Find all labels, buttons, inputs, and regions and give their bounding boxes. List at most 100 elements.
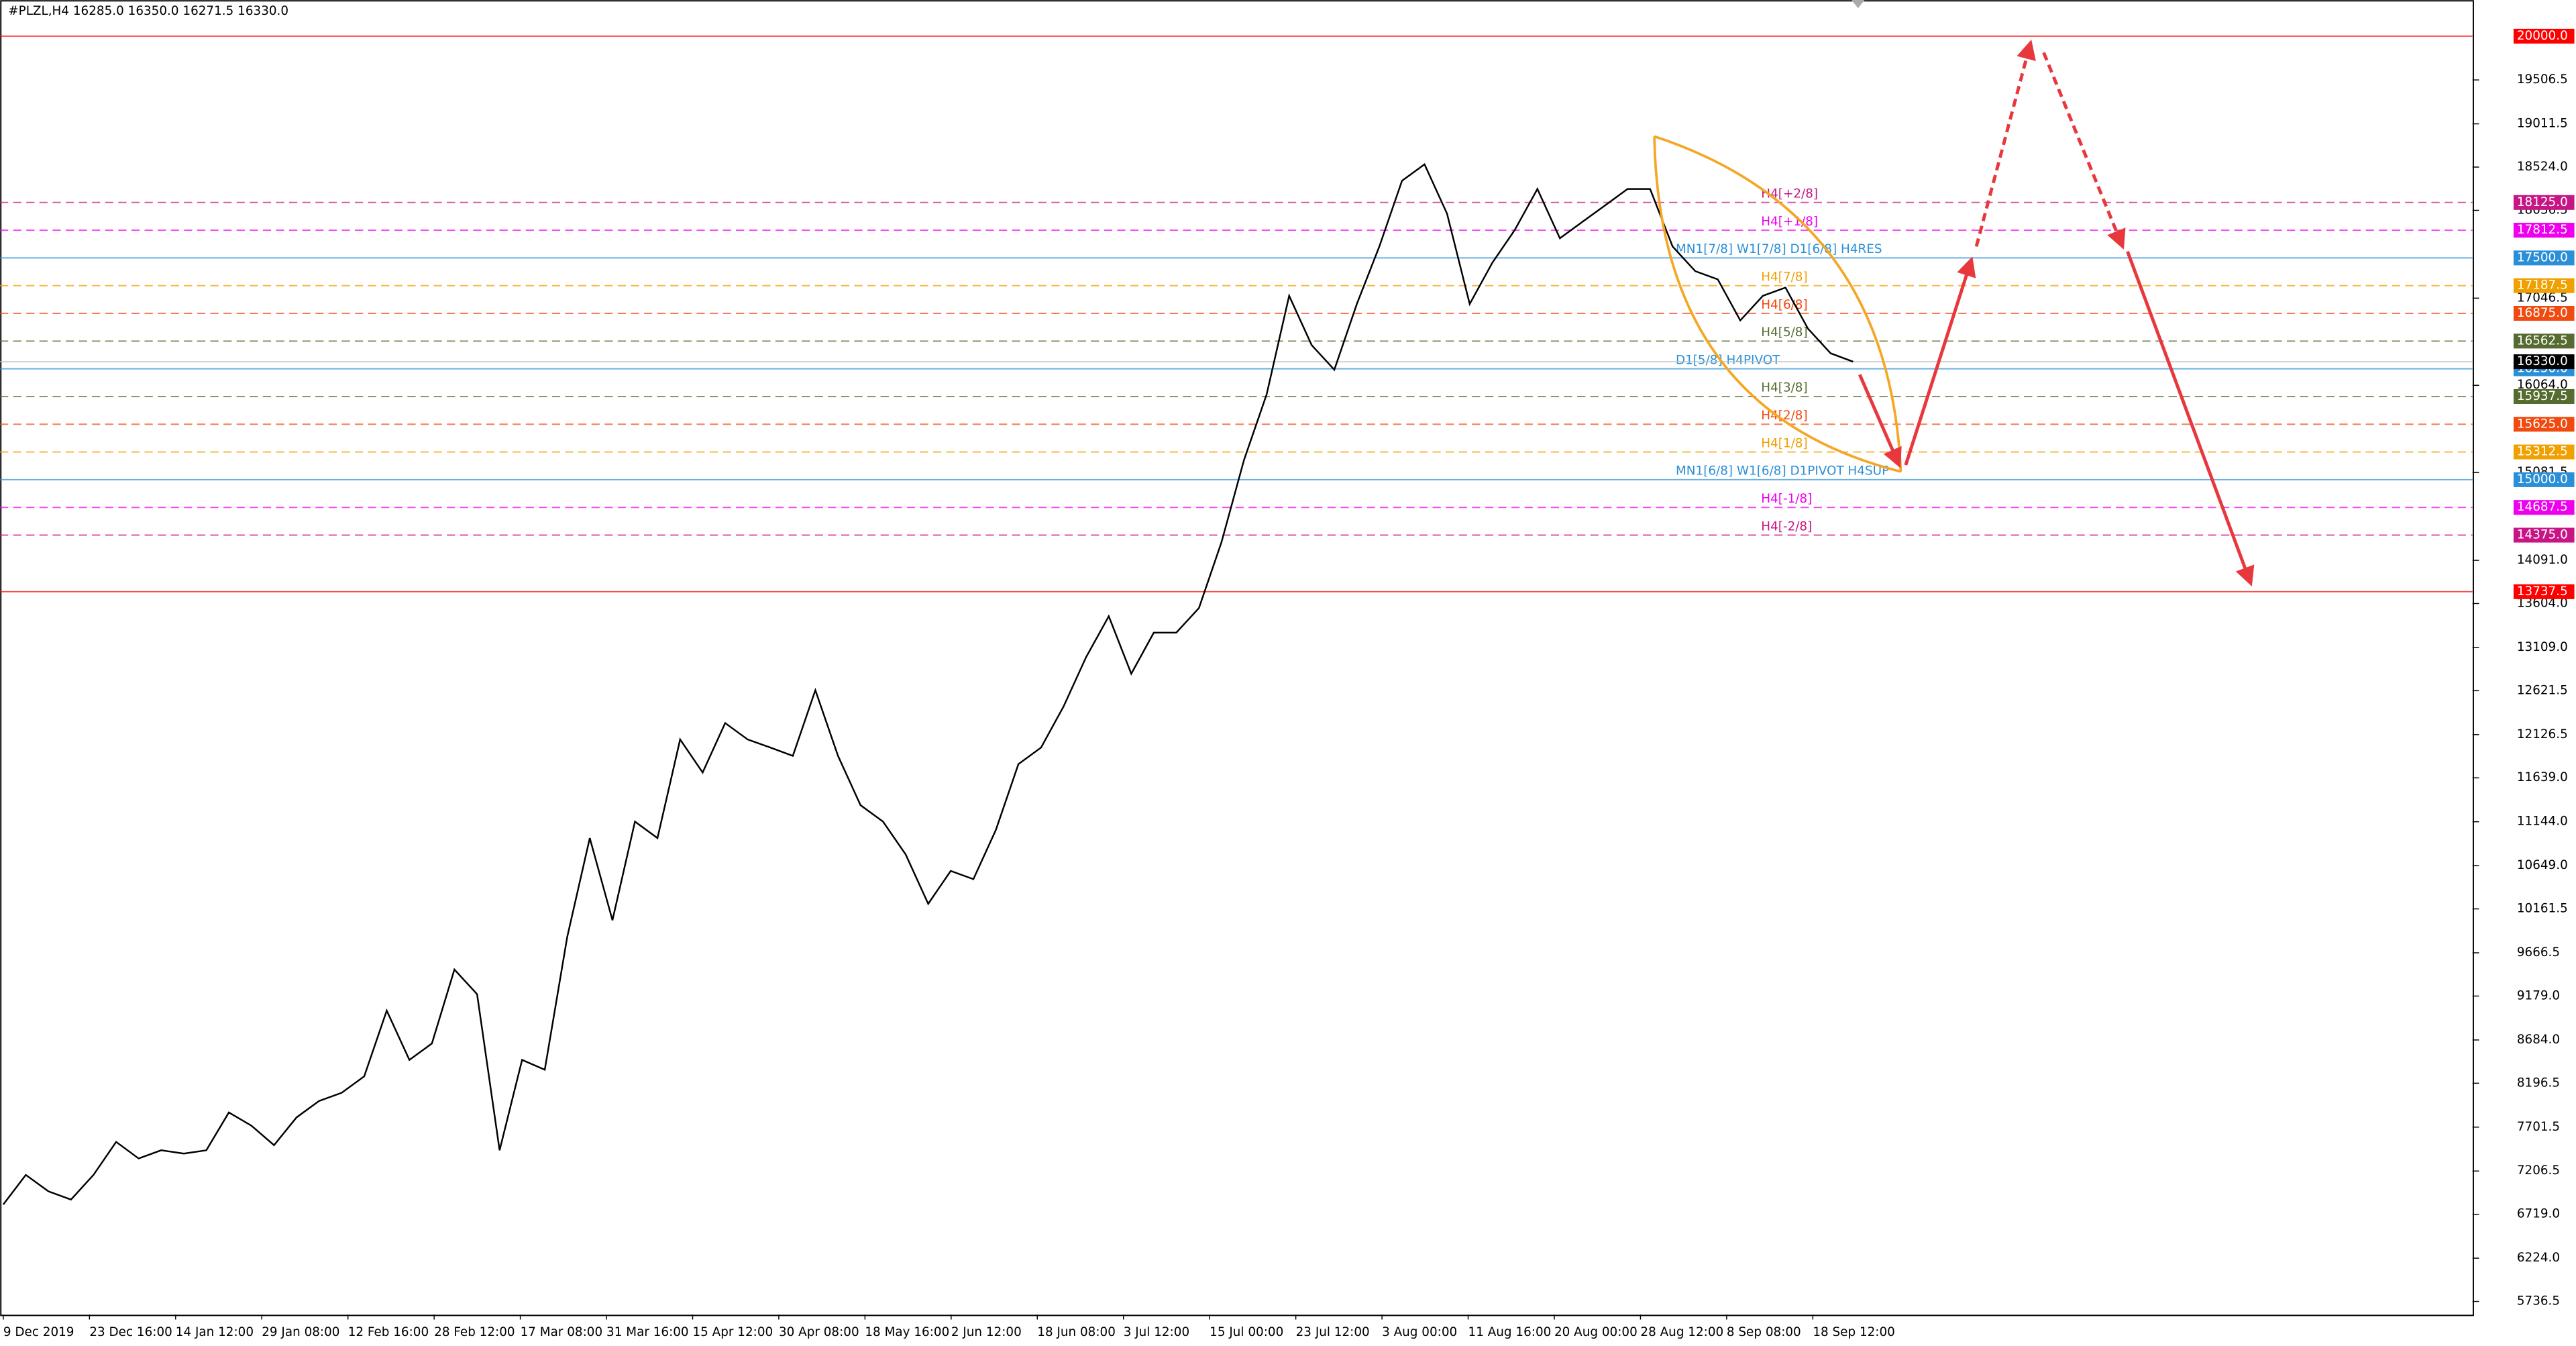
level-price-label: 14375.0 (2517, 528, 2568, 542)
level-name: H4[-1/8] (1761, 492, 1812, 506)
level-name: H4[1/8] (1761, 436, 1807, 450)
level-price-label: 16875.0 (2517, 306, 2568, 320)
x-tick-label: 18 May 16:00 (865, 1325, 949, 1339)
projection-arrow (2042, 52, 2126, 250)
level-price-box (2513, 195, 2575, 210)
level-price-label: 15000.0 (2517, 472, 2568, 486)
chart-title: #PLZL,H4 16285.0 16350.0 16271.5 16330.0 (8, 4, 288, 18)
level-price-box (2513, 444, 2575, 460)
level-price-box (2513, 417, 2575, 432)
x-tick-label: 11 Aug 16:00 (1468, 1325, 1552, 1339)
last-price-label: 16330.0 (2517, 354, 2568, 368)
x-tick-label: 14 Jan 12:00 (176, 1325, 254, 1339)
y-tick-label: 11639.0 (2517, 770, 2568, 784)
fan-arc (1654, 135, 1902, 472)
level-name: H4[+1/8] (1761, 215, 1818, 229)
x-tick-label: 15 Jul 00:00 (1210, 1325, 1283, 1339)
level-name: H4[7/8] (1761, 270, 1807, 284)
projection-arrow (1904, 256, 1976, 466)
x-tick-label: 20 Aug 00:00 (1554, 1325, 1638, 1339)
projection-arrow (1858, 374, 1902, 468)
level-price-box (2513, 223, 2575, 238)
y-tick-label: 13604.0 (2517, 596, 2568, 610)
y-tick-label: 10161.5 (2517, 902, 2568, 916)
level-price-box (2513, 333, 2575, 349)
level-price-box (2513, 584, 2575, 599)
y-tick-label: 18524.0 (2517, 160, 2568, 174)
y-tick-label: 9179.0 (2517, 988, 2560, 1002)
level-price-box (2513, 389, 2575, 404)
x-tick-label: 15 Apr 12:00 (692, 1325, 773, 1339)
level-price-label: 17187.5 (2517, 278, 2568, 293)
level-price-box (2513, 472, 2575, 487)
y-tick-label: 12126.5 (2517, 727, 2568, 741)
x-tick-label: 3 Aug 00:00 (1382, 1325, 1457, 1339)
x-tick-label: 2 Jun 12:00 (951, 1325, 1022, 1339)
y-tick-label: 6224.0 (2517, 1251, 2560, 1265)
x-tick-label: 23 Jul 12:00 (1296, 1325, 1370, 1339)
level-price-label: 18125.0 (2517, 195, 2568, 209)
level-name: MN1[6/8] W1[6/8] D1PIVOT H4SUP (1676, 464, 1889, 478)
fan-arc (1653, 136, 1901, 473)
y-tick-label: 5736.5 (2517, 1294, 2560, 1308)
level-price-label: 15937.5 (2517, 389, 2568, 403)
level-name: H4[3/8] (1761, 381, 1807, 395)
x-tick-label: 18 Jun 08:00 (1037, 1325, 1116, 1339)
level-name: H4[-2/8] (1761, 519, 1812, 533)
level-name: H4[5/8] (1761, 325, 1807, 340)
y-tick-label: 14091.0 (2517, 553, 2568, 567)
x-tick-label: 3 Jul 12:00 (1124, 1325, 1189, 1339)
y-tick-label: 8196.5 (2517, 1076, 2560, 1090)
level-name: D1[5/8] H4PIVOT (1676, 353, 1780, 367)
x-tick-label: 30 Apr 08:00 (779, 1325, 859, 1339)
y-tick-label: 9666.5 (2517, 945, 2560, 960)
x-tick-label: 17 Mar 08:00 (521, 1325, 603, 1339)
y-tick-label: 7701.5 (2517, 1120, 2560, 1134)
level-price-box (2513, 250, 2575, 266)
x-tick-label: 18 Sep 12:00 (1813, 1325, 1895, 1339)
x-tick-label: 12 Feb 16:00 (348, 1325, 429, 1339)
level-price-label: 17500.0 (2517, 250, 2568, 264)
level-name: H4[+2/8] (1761, 187, 1818, 201)
level-price-label: 15312.5 (2517, 445, 2568, 459)
level-name: H4[6/8] (1761, 298, 1807, 312)
level-price-label: 16562.5 (2517, 333, 2568, 348)
y-tick-label: 8684.0 (2517, 1033, 2560, 1047)
last-price-box (2513, 354, 2575, 370)
y-tick-label: 17046.5 (2517, 291, 2568, 305)
y-tick-label: 19506.5 (2517, 72, 2568, 87)
y-tick-label: 19011.5 (2517, 117, 2568, 131)
level-price-label: 17812.5 (2517, 223, 2568, 237)
level-price-label: 14687.5 (2517, 500, 2568, 514)
y-tick-label: 13109.0 (2517, 640, 2568, 654)
x-tick-label: 28 Feb 12:00 (434, 1325, 515, 1339)
x-tick-label: 8 Sep 08:00 (1727, 1325, 1801, 1339)
level-name: MN1[7/8] W1[7/8] D1[6/8] H4RES (1676, 242, 1882, 256)
projection-arrow (2126, 250, 2255, 586)
x-tick-label: 9 Dec 2019 (3, 1325, 74, 1339)
y-tick-label: 16064.0 (2517, 378, 2568, 392)
level-price-box (2513, 500, 2575, 515)
annotations (1653, 39, 2255, 586)
level-price-box (2513, 28, 2575, 44)
y-tick-label: 12621.5 (2517, 683, 2568, 697)
level-price-box (2513, 306, 2575, 321)
level-price-label: 15625.0 (2517, 417, 2568, 431)
projection-arrow (1974, 39, 2036, 247)
x-tick-label: 23 Dec 16:00 (89, 1325, 172, 1339)
plot-frame (0, 0, 2474, 1316)
level-price-box (2513, 527, 2575, 543)
level-price-label: 20000.0 (2517, 29, 2568, 43)
y-tick-label: 10649.0 (2517, 858, 2568, 872)
x-tick-label: 31 Mar 16:00 (606, 1325, 689, 1339)
x-tick-label: 29 Jan 08:00 (262, 1325, 339, 1339)
y-tick-label: 7206.5 (2517, 1163, 2560, 1178)
x-tick-label: 28 Aug 12:00 (1640, 1325, 1723, 1339)
level-price-label: 13737.5 (2517, 584, 2568, 599)
y-tick-label: 6719.0 (2517, 1207, 2560, 1221)
price-line (2, 163, 1854, 1205)
shift-marker (1851, 0, 1865, 9)
